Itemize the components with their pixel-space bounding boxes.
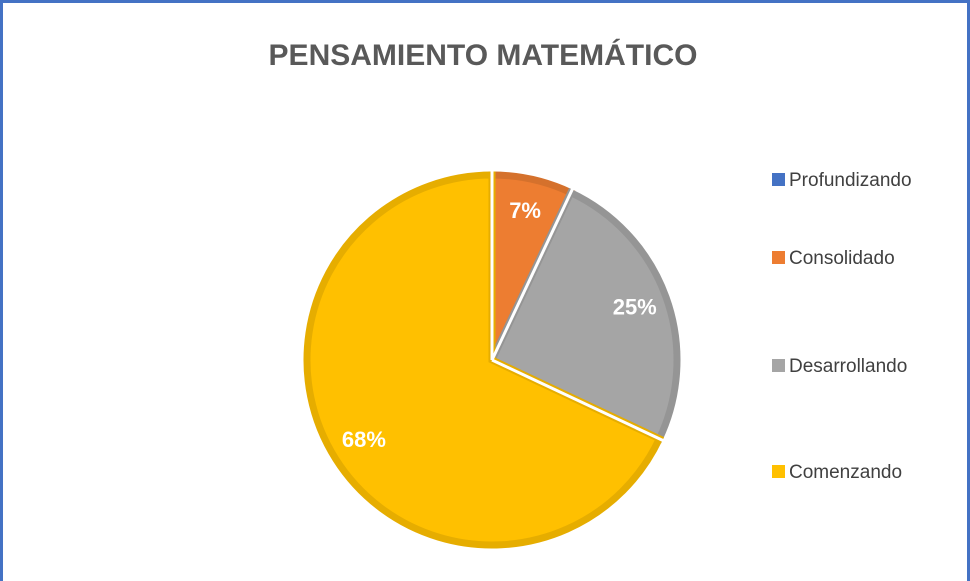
legend-label: Consolidado	[789, 248, 895, 269]
legend-marker	[772, 173, 785, 186]
legend-label: Profundizando	[789, 170, 912, 191]
slice-separator	[491, 358, 664, 442]
data-label: 25%	[613, 294, 657, 319]
pie-slice	[487, 187, 681, 444]
data-label: 7%	[509, 198, 541, 223]
legend-label: Comenzando	[789, 462, 902, 483]
legend-marker	[772, 251, 785, 264]
chart-title: PENSAMIENTO MATEMÁTICO	[269, 38, 698, 72]
data-label: 68%	[342, 427, 386, 452]
pie-slice	[303, 171, 665, 549]
legend-marker	[772, 465, 785, 478]
legend-label: Desarrollando	[789, 356, 907, 377]
slice-separator	[490, 188, 574, 361]
legend-marker	[772, 359, 785, 372]
